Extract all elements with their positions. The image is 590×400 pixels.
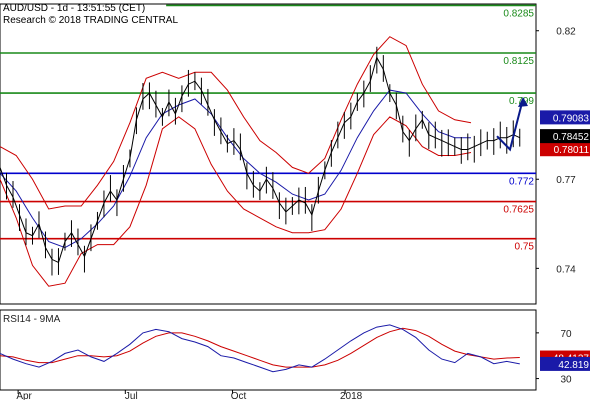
rsi-tick-label: 70 [560, 329, 572, 340]
price-tag-box [540, 129, 590, 144]
forecast-arrow-line [496, 98, 524, 152]
x-axis: Apr Jul Oct 2018 [16, 390, 363, 400]
price-axis: 0.82 0.77 0.74 [536, 27, 576, 275]
price-panel-frame [0, 3, 537, 305]
price-series [0, 46, 521, 276]
price-tags: 0.79083 0.78011 0.78452 [540, 110, 590, 157]
price-tick-label: 0.74 [556, 264, 576, 275]
x-tick-label: 2018 [340, 391, 363, 400]
rsi-panel-frame [0, 309, 537, 391]
level-label-4: 0.7625 [503, 205, 534, 216]
rsi-title: RSI14 - 9MA [3, 314, 61, 325]
price-tag-box [540, 110, 590, 125]
rsi-tick-label: 30 [560, 375, 572, 386]
level-label-5: 0.75 [515, 242, 535, 253]
rsi-tag-box [540, 356, 590, 371]
chart-title: AUD/USD - 1d - 13:51:55 (CET) [3, 3, 145, 14]
price-tag-label: 0.79083 [553, 113, 590, 124]
forecast-arrow [496, 97, 529, 152]
rsi-tags: 48.413742.819 [540, 350, 590, 371]
moving-average [0, 89, 471, 249]
lower-band-line [0, 116, 472, 287]
price-tag-box [540, 142, 590, 157]
x-tick-label: Oct [231, 391, 247, 400]
rsi-ma-line [0, 327, 520, 368]
price-tag-label: 0.78011 [554, 145, 590, 156]
forecast-arrow-head [518, 97, 529, 108]
x-tick-label: Apr [16, 391, 32, 400]
x-tick-label: Jul [125, 391, 138, 400]
rsi-tag-label: 42.819 [558, 360, 589, 371]
price-tick-label: 0.77 [556, 175, 576, 186]
moving-average-line [0, 89, 471, 249]
close-line [0, 56, 521, 264]
bollinger-bands [0, 36, 472, 287]
level-label-1: 0.8125 [503, 56, 534, 67]
rsi-series [0, 324, 520, 373]
rsi-axis: 70 30 [536, 329, 572, 386]
level-label-3: 0.772 [509, 176, 534, 187]
level-label-0: 0.8285 [503, 8, 534, 19]
price-tick-label: 0.82 [556, 27, 576, 38]
rsi-panel: RSI14 - 9MA 70 30 48.413742.819 [0, 309, 590, 391]
upper-band-line [0, 36, 472, 210]
price-tag-label: 0.78452 [553, 132, 590, 143]
chart-subtitle: Research © 2018 TRADING CENTRAL [3, 15, 178, 26]
rsi-line [0, 324, 520, 373]
